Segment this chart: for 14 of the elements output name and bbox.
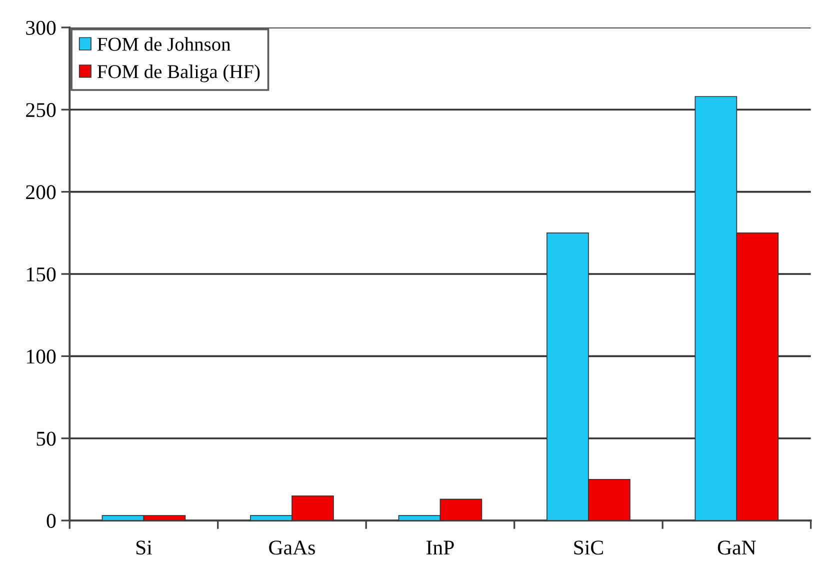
x-tick-label: GaAs <box>269 540 315 555</box>
x-tick-label: Si <box>136 540 152 555</box>
x-tick-label: GaN <box>718 540 756 555</box>
y-tick-label: 100 <box>27 350 56 364</box>
y-tick-label: 50 <box>36 432 56 446</box>
legend-label: FOM de Johnson <box>97 37 231 51</box>
y-tick-label: 300 <box>26 20 56 35</box>
y-tick-label: 250 <box>26 103 56 118</box>
x-tick-label: InP <box>426 540 454 554</box>
x-tick-label: SiC <box>574 540 603 555</box>
y-tick-label: 0 <box>46 514 56 528</box>
y-tick-label: 150 <box>27 267 56 282</box>
legend-label: FOM de Baliga (HF) <box>97 64 260 82</box>
y-tick-label: 200 <box>26 185 56 200</box>
